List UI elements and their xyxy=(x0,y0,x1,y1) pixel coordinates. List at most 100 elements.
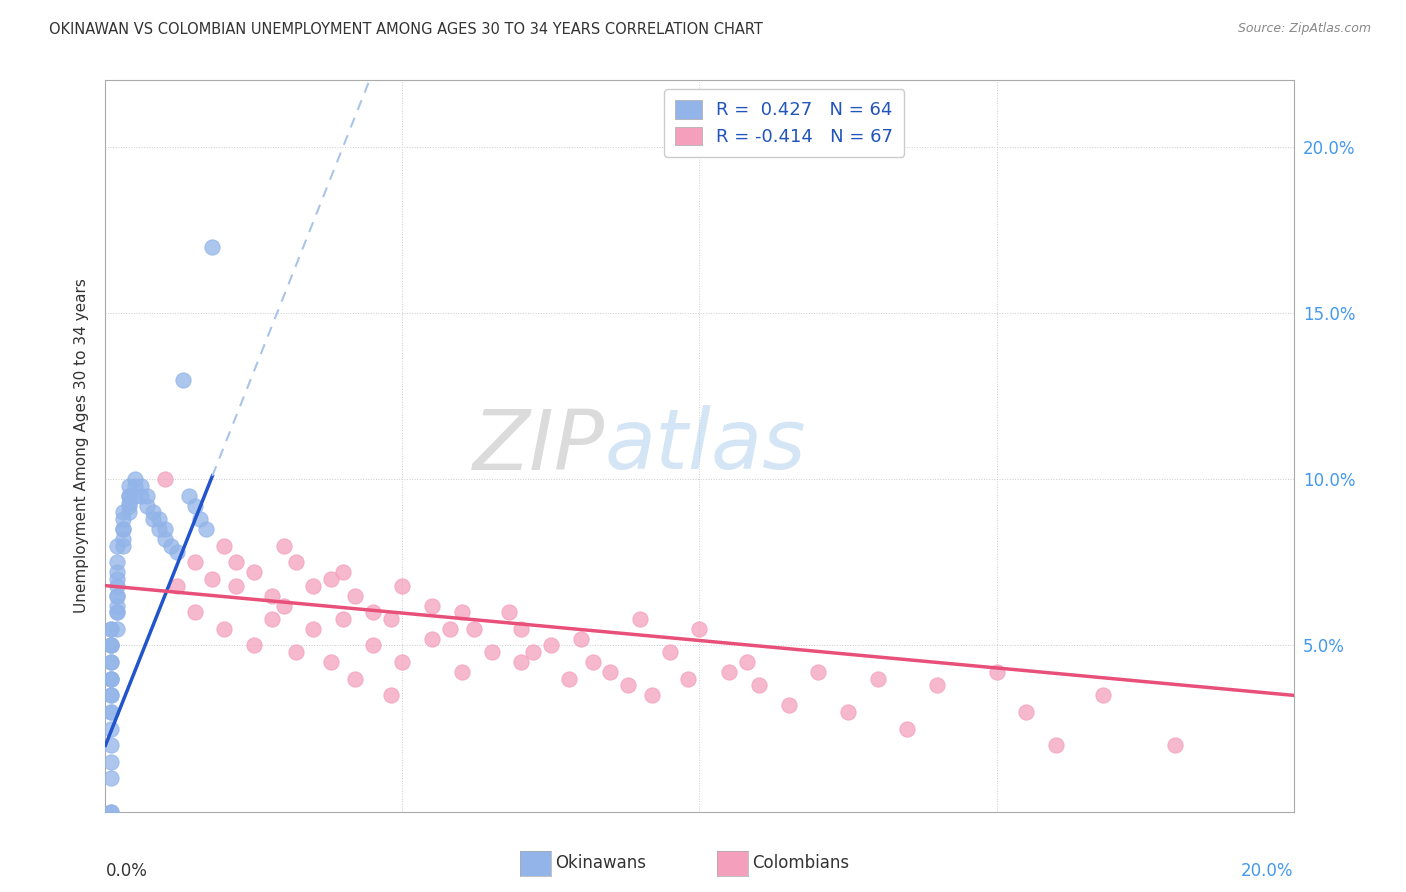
Point xyxy=(105,579,128,593)
Point xyxy=(153,472,176,486)
Point xyxy=(866,672,889,686)
Point xyxy=(391,655,413,669)
Point xyxy=(481,645,503,659)
Point xyxy=(243,566,266,580)
Point xyxy=(105,589,128,603)
Point xyxy=(100,672,122,686)
Point xyxy=(599,665,621,679)
Point xyxy=(641,689,664,703)
Point xyxy=(112,532,135,546)
Point xyxy=(100,655,122,669)
Point xyxy=(112,522,135,536)
Point xyxy=(129,479,152,493)
Point xyxy=(225,555,247,569)
Point xyxy=(118,479,141,493)
Point xyxy=(105,605,128,619)
Point xyxy=(569,632,592,646)
Point xyxy=(183,555,205,569)
Point xyxy=(148,512,170,526)
Point xyxy=(1164,738,1187,752)
Point xyxy=(225,579,247,593)
Point xyxy=(260,589,283,603)
Point xyxy=(201,239,224,253)
Point xyxy=(100,622,122,636)
Point xyxy=(284,555,307,569)
Point xyxy=(172,372,194,386)
Point xyxy=(124,489,146,503)
Point xyxy=(420,632,443,646)
Point xyxy=(118,489,141,503)
Y-axis label: Unemployment Among Ages 30 to 34 years: Unemployment Among Ages 30 to 34 years xyxy=(75,278,90,614)
Point xyxy=(1015,705,1038,719)
Point xyxy=(124,472,146,486)
Point xyxy=(142,512,165,526)
Point xyxy=(658,645,681,659)
Point xyxy=(837,705,859,719)
Point xyxy=(118,506,141,520)
Point xyxy=(214,539,236,553)
Point xyxy=(129,489,152,503)
Point xyxy=(100,655,122,669)
Point xyxy=(927,678,949,692)
Point xyxy=(105,589,128,603)
Point xyxy=(183,605,205,619)
Point xyxy=(343,672,366,686)
Point xyxy=(361,605,384,619)
Point xyxy=(112,506,135,520)
Point xyxy=(124,479,146,493)
Point xyxy=(190,512,212,526)
Point xyxy=(522,645,544,659)
Point xyxy=(100,639,122,653)
Point xyxy=(718,665,741,679)
Point xyxy=(195,522,218,536)
Point xyxy=(100,639,122,653)
Point xyxy=(321,572,343,586)
Point xyxy=(118,495,141,509)
Point xyxy=(510,622,533,636)
Point xyxy=(1092,689,1115,703)
Point xyxy=(420,599,443,613)
Text: atlas: atlas xyxy=(605,406,806,486)
Text: OKINAWAN VS COLOMBIAN UNEMPLOYMENT AMONG AGES 30 TO 34 YEARS CORRELATION CHART: OKINAWAN VS COLOMBIAN UNEMPLOYMENT AMONG… xyxy=(49,22,763,37)
Point xyxy=(105,566,128,580)
Point xyxy=(100,689,122,703)
Point xyxy=(105,539,128,553)
Point xyxy=(986,665,1008,679)
Text: Okinawans: Okinawans xyxy=(555,855,647,872)
Legend: R =  0.427   N = 64, R = -0.414   N = 67: R = 0.427 N = 64, R = -0.414 N = 67 xyxy=(664,89,904,157)
Point xyxy=(332,566,354,580)
Point xyxy=(1045,738,1067,752)
Point xyxy=(302,622,325,636)
Point xyxy=(201,572,224,586)
Point xyxy=(112,522,135,536)
Point xyxy=(380,612,402,626)
Point xyxy=(321,655,343,669)
Point xyxy=(136,499,159,513)
Point xyxy=(136,489,159,503)
Point xyxy=(183,499,205,513)
Point xyxy=(510,655,533,669)
Text: Colombians: Colombians xyxy=(752,855,849,872)
Point xyxy=(112,512,135,526)
Point xyxy=(100,672,122,686)
Point xyxy=(463,622,485,636)
Point xyxy=(273,599,295,613)
Point xyxy=(105,605,128,619)
Point xyxy=(100,672,122,686)
Point xyxy=(676,672,699,686)
Point xyxy=(343,589,366,603)
Point xyxy=(391,579,413,593)
Point xyxy=(450,665,472,679)
Point xyxy=(105,572,128,586)
Point xyxy=(100,705,122,719)
Text: Source: ZipAtlas.com: Source: ZipAtlas.com xyxy=(1237,22,1371,36)
Point xyxy=(302,579,325,593)
Point xyxy=(166,579,188,593)
Text: 20.0%: 20.0% xyxy=(1241,862,1294,880)
Point xyxy=(118,499,141,513)
Point xyxy=(896,722,918,736)
Point xyxy=(689,622,711,636)
Point xyxy=(243,639,266,653)
Point xyxy=(100,755,122,769)
Point xyxy=(148,522,170,536)
